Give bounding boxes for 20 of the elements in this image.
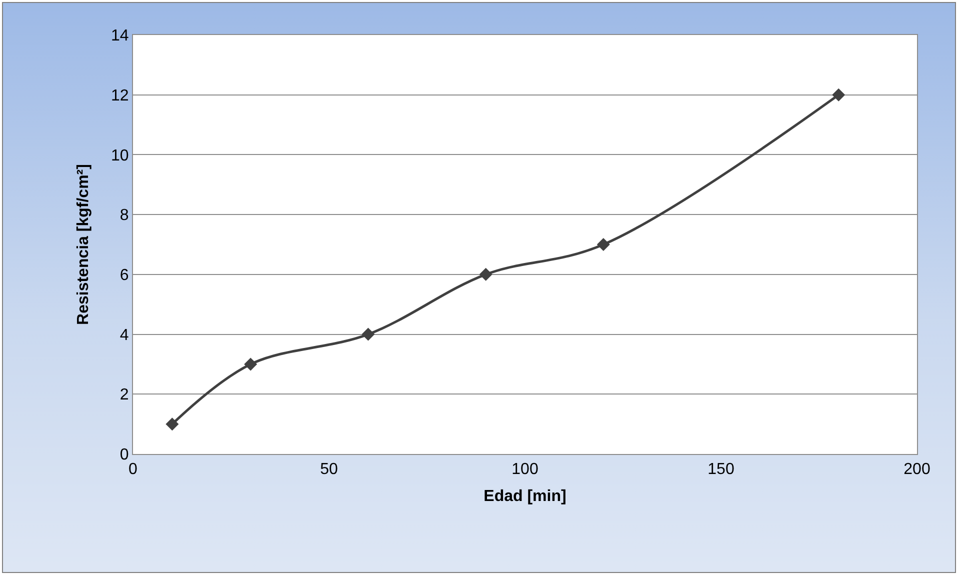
y-tick-label: 12 (111, 87, 129, 104)
y-tick-label: 2 (120, 386, 129, 404)
point (832, 88, 846, 102)
y-tick-label: 14 (111, 28, 129, 45)
point (362, 328, 375, 341)
point (244, 358, 258, 371)
x-tick-label: 50 (320, 461, 338, 478)
point (166, 418, 179, 431)
point (479, 268, 492, 281)
y-tick-label: 4 (120, 326, 129, 344)
point (596, 238, 610, 251)
y-axis-title: Resistencia [kgf/cm²] (74, 164, 92, 325)
y-tick-label: 0 (120, 446, 129, 464)
x-tick-label: 150 (708, 461, 734, 478)
x-tick-label: 200 (904, 461, 930, 478)
y-tick-label: 6 (120, 267, 129, 284)
x-tick-label: 100 (512, 461, 538, 478)
x-axis-title: Edad [min] (484, 488, 566, 505)
y-tick-label: 10 (111, 147, 129, 164)
y-tick-label: 8 (120, 207, 129, 224)
